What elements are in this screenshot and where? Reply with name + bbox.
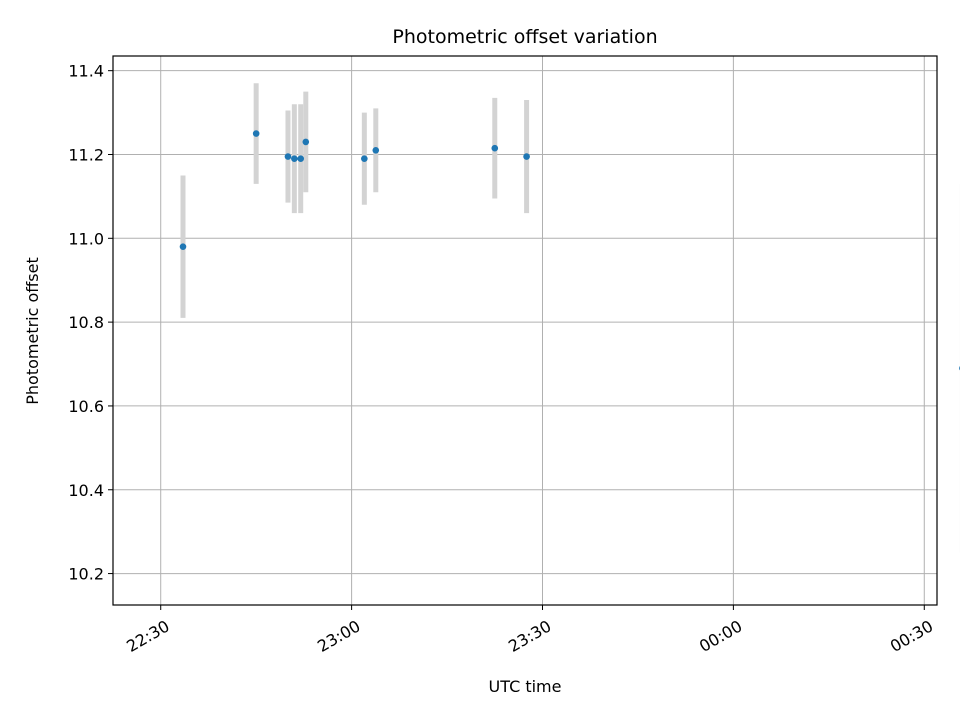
y-tick-label: 11.0 [68, 229, 104, 248]
y-tick-label: 11.4 [68, 62, 104, 81]
plot-frame [112, 55, 938, 606]
data-point [179, 243, 187, 250]
data-point [284, 153, 292, 160]
data-point [523, 153, 530, 160]
data-point [302, 138, 310, 146]
data-point [297, 155, 305, 162]
data-point [291, 155, 298, 162]
y-axis-label: Photometric offset [23, 257, 42, 405]
y-tick-label: 10.4 [68, 481, 104, 500]
chart-title: Photometric offset variation [392, 26, 657, 48]
x-axis-label: UTC time [489, 677, 562, 696]
data-point [361, 155, 368, 162]
y-tick-label: 10.6 [68, 397, 104, 416]
y-axis-ticks: 10.2 10.4 10.6 10.8 11.0 11.2 11.4 [68, 62, 113, 584]
data-point [491, 144, 499, 152]
grid [113, 56, 937, 605]
y-tick-label: 10.2 [68, 565, 104, 584]
data-point [252, 130, 260, 137]
y-tick-label: 11.2 [68, 145, 104, 164]
data-point [372, 146, 380, 154]
y-tick-label: 10.8 [68, 313, 104, 332]
